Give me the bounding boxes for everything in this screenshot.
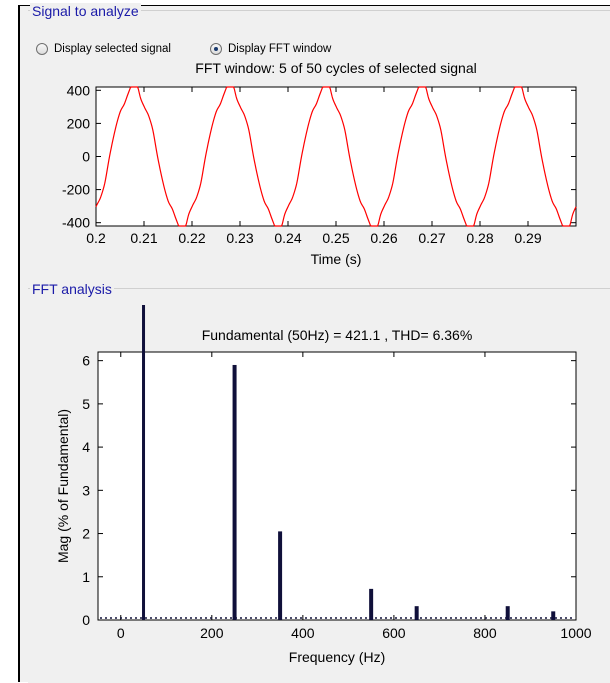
- time-xtick-label: 0.25: [322, 230, 349, 246]
- fft-bar: [232, 364, 237, 620]
- fft-bar: [278, 531, 283, 620]
- fft-ytick-label: 3: [82, 482, 90, 498]
- time-ytick-label: 0: [82, 149, 90, 165]
- fft-panel-title: FFT analysis: [30, 281, 114, 297]
- fft-ytick-label: 5: [82, 396, 90, 412]
- fft-xtick-label: 600: [382, 625, 406, 641]
- signal-panel-title: Signal to analyze: [30, 3, 141, 19]
- time-ytick-label: -400: [62, 215, 90, 231]
- fft-bar: [551, 611, 556, 620]
- time-xtick-label: 0.26: [370, 230, 397, 246]
- time-xtick-label: 0.24: [274, 230, 301, 246]
- time-xtick-label: 0.2: [86, 230, 106, 246]
- fft-xtick-label: 0: [117, 625, 125, 641]
- fft-ytick-label: 0: [82, 612, 90, 628]
- signal-line: [95, 86, 577, 227]
- radio-display-selected-signal[interactable]: Display selected signal: [36, 43, 171, 55]
- time-xtick-label: 0.22: [178, 230, 205, 246]
- fft-ytick-label: 4: [82, 439, 90, 455]
- time-xtick-label: 0.29: [514, 230, 541, 246]
- fft-ytick-label: 2: [82, 526, 90, 542]
- time-xtick-label: 0.21: [130, 230, 157, 246]
- fft-ytick-label: 6: [82, 353, 90, 369]
- radio-label-fft-window: Display FFT window: [228, 43, 332, 55]
- fft-xtick-label: 800: [473, 625, 497, 641]
- time-ytick-label: 400: [67, 82, 91, 98]
- fft-xtick-label: 1000: [560, 625, 591, 641]
- fft-bar: [505, 606, 510, 620]
- fft-plot-xlabel: Frequency (Hz): [289, 649, 385, 665]
- fft-xtick-label: 400: [291, 625, 315, 641]
- fft-bar: [142, 305, 146, 620]
- fft-bar: [414, 606, 419, 620]
- fft-xtick-label: 200: [200, 625, 224, 641]
- time-plot-xlabel: Time (s): [311, 251, 362, 267]
- time-xtick-label: 0.28: [466, 230, 493, 246]
- fft-plot-area: [97, 351, 577, 621]
- fft-plot-ylabel: Mag (% of Fundamental): [55, 409, 71, 563]
- radio-label-selected-signal: Display selected signal: [54, 43, 171, 55]
- radio-button-checked-icon[interactable]: [210, 43, 222, 55]
- time-plot-area: [95, 86, 577, 227]
- radio-button-icon[interactable]: [36, 43, 48, 55]
- time-xtick-label: 0.23: [226, 230, 253, 246]
- time-ytick-label: -200: [62, 182, 90, 198]
- time-xtick-label: 0.27: [418, 230, 445, 246]
- fft-ytick-label: 1: [82, 569, 90, 585]
- time-ytick-label: 200: [67, 115, 91, 131]
- fft-plot-title: Fundamental (50Hz) = 421.1 , THD= 6.36%: [202, 327, 473, 343]
- time-plot-title: FFT window: 5 of 50 cycles of selected s…: [195, 60, 476, 76]
- radio-display-fft-window[interactable]: Display FFT window: [210, 43, 331, 55]
- fft-bar: [369, 588, 374, 620]
